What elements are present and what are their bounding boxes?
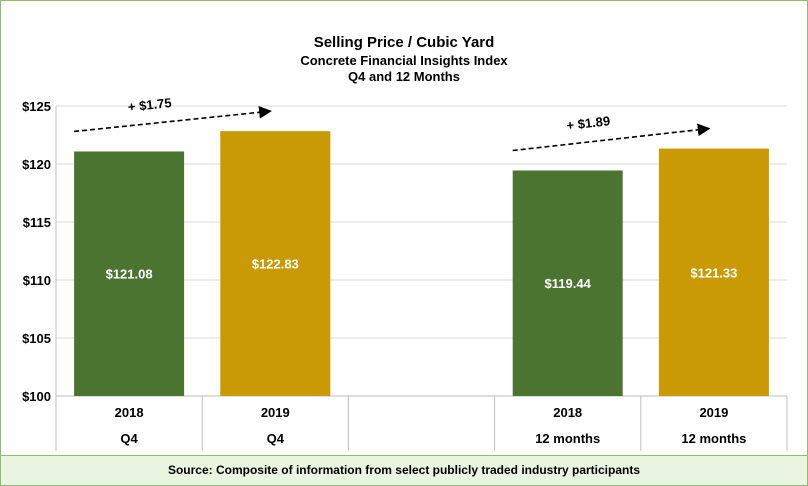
bar-value-label: $121.08 — [106, 267, 153, 282]
change-annotation: + $1.75 — [127, 95, 172, 114]
x-tick-label-year: 2018 — [553, 405, 582, 420]
x-tick-label-period: 12 months — [535, 431, 600, 446]
source-note: Source: Composite of information from se… — [1, 455, 807, 485]
y-tick-label: $100 — [22, 389, 51, 404]
y-tick-label: $125 — [22, 99, 51, 114]
y-tick-label: $115 — [23, 215, 51, 230]
x-tick-label-year: 2018 — [115, 405, 144, 420]
y-tick-label: $120 — [22, 157, 51, 172]
change-arrow — [74, 105, 272, 133]
bar — [74, 151, 185, 396]
y-tick-label: $105 — [22, 331, 51, 346]
bar-value-label: $121.33 — [690, 265, 737, 280]
y-tick-label: $110 — [23, 273, 51, 288]
x-tick-label-period: Q4 — [267, 431, 285, 446]
change-arrow — [512, 123, 711, 152]
bar — [512, 170, 623, 396]
bar-chart: $100 $105 $110 $115 $120 $125 $121.08 2018 Q4 $12… — [22, 95, 788, 451]
bar-value-label: $122.83 — [252, 257, 299, 272]
chart-subtitle: Concrete Financial Insights Index — [300, 53, 508, 68]
x-tick-label-year: 2019 — [699, 405, 728, 420]
x-tick-label-period: Q4 — [120, 431, 138, 446]
chart-title: Selling Price / Cubic Yard — [313, 34, 495, 51]
bar-value-label: $119.44 — [545, 276, 592, 291]
x-tick-label-year: 2019 — [261, 405, 290, 420]
bar — [658, 148, 769, 396]
bar — [220, 131, 331, 396]
chart-subtitle-period: Q4 and 12 Months — [348, 69, 460, 84]
x-tick-label-period: 12 months — [681, 431, 746, 446]
change-annotation: + $1.89 — [566, 113, 611, 133]
